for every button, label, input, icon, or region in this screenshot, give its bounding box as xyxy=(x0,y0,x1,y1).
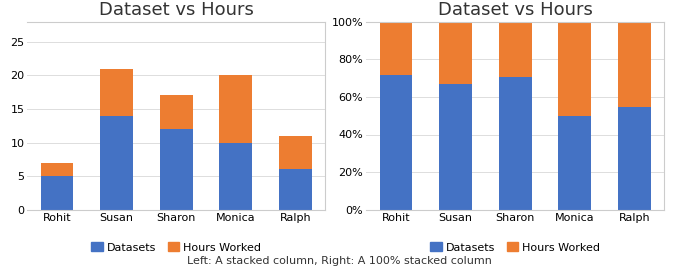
Bar xyxy=(160,95,193,129)
Bar xyxy=(41,176,73,210)
Legend: Datasets, Hours Worked: Datasets, Hours Worked xyxy=(426,238,605,257)
Bar xyxy=(618,107,651,210)
Bar xyxy=(279,169,312,210)
Bar xyxy=(160,129,193,210)
Bar xyxy=(559,116,591,210)
Title: Dataset vs Hours: Dataset vs Hours xyxy=(438,1,593,19)
Bar xyxy=(499,77,532,210)
Bar xyxy=(220,75,252,143)
Bar xyxy=(559,22,591,116)
Bar xyxy=(41,163,73,176)
Bar xyxy=(100,116,133,210)
Bar xyxy=(380,75,412,210)
Bar xyxy=(439,84,472,210)
Bar xyxy=(618,22,651,107)
Bar xyxy=(100,69,133,116)
Bar xyxy=(499,22,532,77)
Legend: Datasets, Hours Worked: Datasets, Hours Worked xyxy=(87,238,266,257)
Title: Dataset vs Hours: Dataset vs Hours xyxy=(99,1,254,19)
Bar xyxy=(279,136,312,169)
Bar xyxy=(380,22,412,75)
Bar xyxy=(439,22,472,84)
Bar xyxy=(220,143,252,210)
Text: Left: A stacked column, Right: A 100% stacked column: Left: A stacked column, Right: A 100% st… xyxy=(186,256,492,266)
